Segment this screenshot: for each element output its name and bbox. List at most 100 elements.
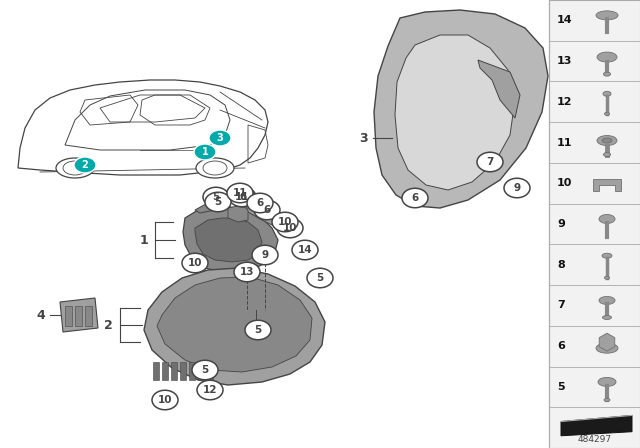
- Ellipse shape: [152, 390, 178, 410]
- Polygon shape: [183, 207, 278, 272]
- Ellipse shape: [504, 178, 530, 198]
- Polygon shape: [195, 198, 228, 213]
- Ellipse shape: [602, 253, 612, 258]
- Text: 14: 14: [557, 15, 573, 26]
- Ellipse shape: [599, 297, 615, 305]
- Ellipse shape: [307, 268, 333, 288]
- Ellipse shape: [602, 138, 612, 143]
- Polygon shape: [478, 60, 520, 118]
- Text: 11: 11: [233, 188, 247, 198]
- Text: 6: 6: [557, 341, 565, 351]
- Ellipse shape: [227, 183, 253, 203]
- Ellipse shape: [245, 320, 271, 340]
- Ellipse shape: [252, 245, 278, 265]
- Text: 11: 11: [235, 192, 249, 202]
- Text: 1: 1: [140, 233, 148, 246]
- Text: 13: 13: [557, 56, 572, 66]
- Ellipse shape: [604, 72, 611, 76]
- Polygon shape: [245, 202, 295, 232]
- Ellipse shape: [598, 377, 616, 387]
- Ellipse shape: [597, 136, 617, 146]
- Text: 2: 2: [82, 160, 88, 170]
- Ellipse shape: [194, 144, 216, 160]
- Polygon shape: [228, 205, 248, 222]
- Ellipse shape: [229, 187, 255, 207]
- Text: 9: 9: [261, 250, 269, 260]
- Bar: [85, 306, 92, 326]
- Bar: [198, 362, 204, 380]
- Polygon shape: [395, 35, 515, 190]
- Ellipse shape: [605, 112, 609, 115]
- Text: 12: 12: [557, 97, 573, 107]
- Text: 3: 3: [360, 132, 368, 145]
- Ellipse shape: [196, 158, 234, 178]
- Text: 10: 10: [157, 395, 172, 405]
- Polygon shape: [157, 277, 312, 372]
- Polygon shape: [561, 415, 632, 436]
- Ellipse shape: [599, 215, 615, 224]
- Text: 10: 10: [557, 178, 572, 188]
- Bar: [180, 362, 186, 380]
- Ellipse shape: [604, 398, 610, 401]
- Ellipse shape: [402, 188, 428, 208]
- Text: 11: 11: [557, 138, 573, 147]
- Ellipse shape: [74, 157, 96, 173]
- Polygon shape: [374, 10, 548, 208]
- Text: 9: 9: [557, 219, 565, 229]
- Bar: [65, 306, 72, 326]
- Polygon shape: [60, 298, 98, 332]
- Text: 9: 9: [513, 183, 520, 193]
- Ellipse shape: [272, 212, 298, 232]
- Polygon shape: [593, 179, 621, 191]
- Text: 7: 7: [486, 157, 493, 167]
- Text: 10: 10: [283, 223, 297, 233]
- Polygon shape: [144, 268, 325, 385]
- Text: 6: 6: [257, 198, 264, 208]
- Ellipse shape: [604, 153, 611, 156]
- Text: 5: 5: [557, 382, 564, 392]
- Text: 8: 8: [557, 260, 564, 270]
- Ellipse shape: [197, 380, 223, 400]
- Bar: [207, 362, 213, 380]
- Ellipse shape: [192, 360, 218, 380]
- Ellipse shape: [596, 343, 618, 353]
- Bar: [153, 362, 159, 380]
- Ellipse shape: [477, 152, 503, 172]
- Text: 6: 6: [412, 193, 419, 203]
- Bar: [171, 362, 177, 380]
- Text: 484297: 484297: [577, 435, 612, 444]
- Text: 4: 4: [36, 309, 45, 322]
- Text: 12: 12: [203, 385, 217, 395]
- Ellipse shape: [605, 276, 609, 279]
- Text: 5: 5: [202, 365, 209, 375]
- Ellipse shape: [602, 315, 611, 319]
- Text: 10: 10: [188, 258, 202, 268]
- Bar: [189, 362, 195, 380]
- Ellipse shape: [203, 161, 227, 175]
- Ellipse shape: [603, 91, 611, 96]
- Ellipse shape: [203, 187, 229, 207]
- Text: 1: 1: [202, 147, 209, 157]
- Ellipse shape: [205, 192, 231, 212]
- Text: 6: 6: [239, 192, 246, 202]
- Polygon shape: [195, 218, 262, 262]
- Text: 5: 5: [254, 325, 262, 335]
- Ellipse shape: [596, 11, 618, 20]
- Text: 7: 7: [557, 301, 564, 310]
- Text: 14: 14: [298, 245, 312, 255]
- Text: 5: 5: [212, 192, 220, 202]
- Bar: [549, 0, 640, 448]
- Text: 2: 2: [104, 319, 113, 332]
- Ellipse shape: [292, 240, 318, 260]
- Ellipse shape: [234, 262, 260, 282]
- Ellipse shape: [56, 158, 94, 178]
- Text: 5: 5: [316, 273, 324, 283]
- Ellipse shape: [597, 52, 617, 62]
- Ellipse shape: [230, 187, 256, 207]
- Text: 10: 10: [278, 217, 292, 227]
- Text: 6: 6: [264, 205, 271, 215]
- Bar: [75, 306, 82, 326]
- Text: 5: 5: [214, 197, 221, 207]
- Text: 13: 13: [240, 267, 254, 277]
- Ellipse shape: [209, 130, 231, 146]
